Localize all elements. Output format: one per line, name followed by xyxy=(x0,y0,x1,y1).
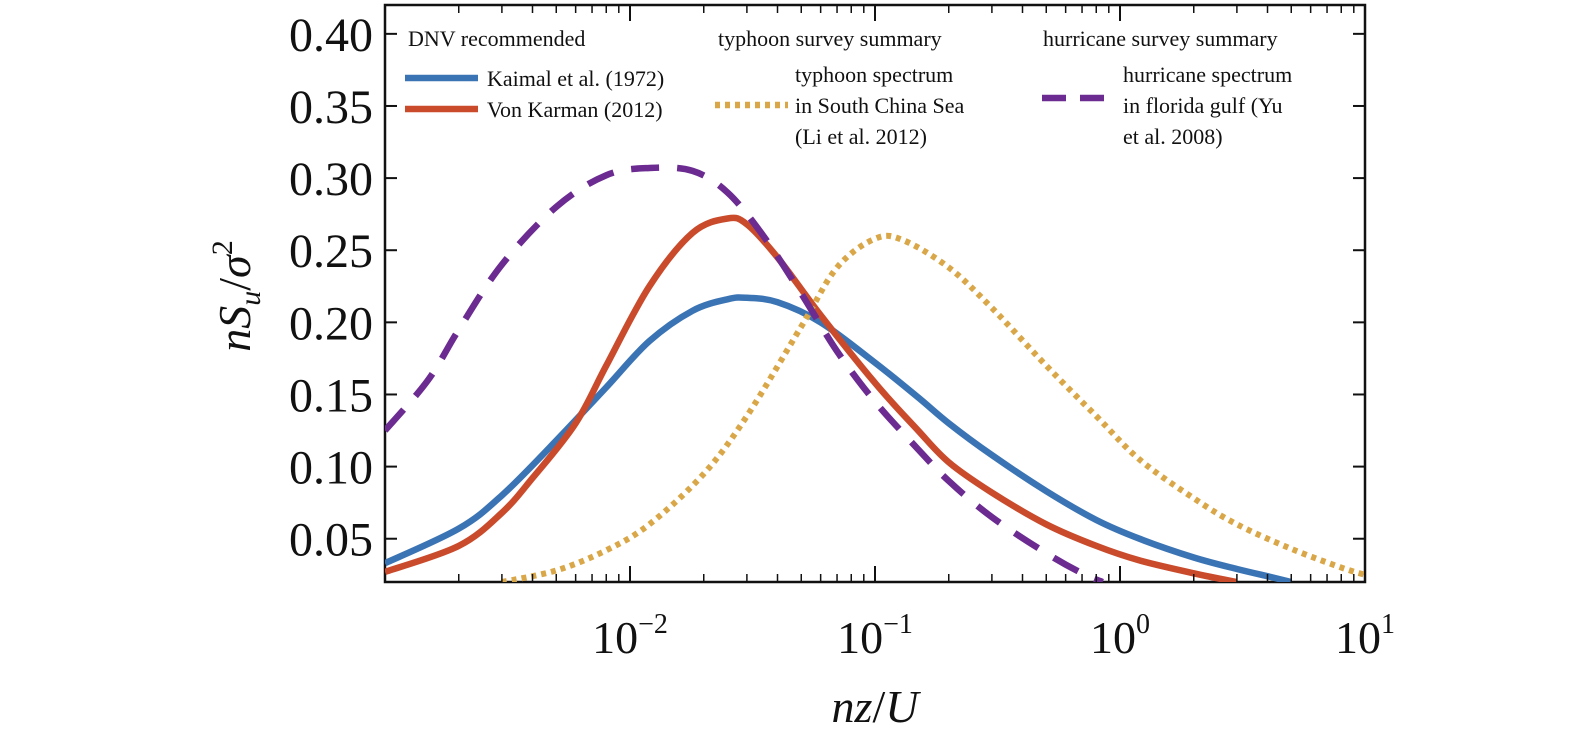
y-axis-title-sigma: σ xyxy=(209,253,260,278)
x-tick-label: 100 xyxy=(1090,609,1150,663)
series-line-typhoon-spectrum-in-south-china-sea-li-et-al-2012 xyxy=(501,232,1365,582)
y-axis-title-slash: / xyxy=(209,278,260,291)
y-axis-title-s: S xyxy=(209,306,260,329)
legend-label: hurricane spectrum xyxy=(1123,62,1292,87)
legend-group-title: hurricane survey summary xyxy=(1043,26,1278,51)
x-tick-label: 101 xyxy=(1335,609,1395,663)
x-axis-title-slash: / xyxy=(872,681,885,732)
x-axis-title: nz/U xyxy=(832,681,922,732)
y-axis-title-superscript: 2 xyxy=(206,240,239,255)
y-axis-title-subscript: u xyxy=(234,291,267,306)
y-tick-label: 0.15 xyxy=(289,369,373,422)
x-minor-ticks xyxy=(458,5,1355,582)
series-layer xyxy=(385,164,1365,582)
legend-group-title: DNV recommended xyxy=(408,26,585,51)
plot-area: 0.050.100.150.200.250.300.350.40 10−2 10−… xyxy=(289,3,1395,663)
legend: DNV recommended typhoon survey summary hur… xyxy=(405,26,1292,149)
y-axis-title-n: n xyxy=(209,329,260,352)
legend-group-title: typhoon survey summary xyxy=(718,26,942,51)
y-axis-title: nSu/σ2 xyxy=(206,240,267,351)
y-tick-label: 0.25 xyxy=(289,225,373,278)
x-axis-title-denominator: U xyxy=(885,681,921,732)
legend-label: in South China Sea xyxy=(795,93,965,118)
legend-label: in florida gulf (Yu xyxy=(1123,93,1282,118)
y-tick-label: 0.20 xyxy=(289,297,373,350)
y-tick-label: 0.10 xyxy=(289,442,373,495)
x-tick-label: 10−1 xyxy=(837,609,913,663)
legend-label: typhoon spectrum xyxy=(795,62,953,87)
y-tick-label: 0.40 xyxy=(289,9,373,62)
y-tick-label: 0.30 xyxy=(289,153,373,206)
series-line-hurricane-spectrum-in-florida-gulf-yu-et-al-2008 xyxy=(385,164,1104,582)
legend-label: (Li et al. 2012) xyxy=(795,124,927,149)
y-tick-label: 0.05 xyxy=(289,514,373,567)
y-tick-label: 0.35 xyxy=(289,81,373,134)
legend-label: et al. 2008) xyxy=(1123,124,1223,149)
legend-label: Von Karman (2012) xyxy=(487,97,663,122)
legend-label: Kaimal et al. (1972) xyxy=(487,66,664,91)
x-axis-ticks: 10−2 10−1 100 101 xyxy=(592,5,1395,663)
plot-frame xyxy=(383,3,1367,584)
x-tick-label: 10−2 xyxy=(592,609,668,663)
x-axis-title-numerator: nz xyxy=(832,681,873,732)
y-axis-ticks: 0.05 0.10 0.15 0.20 0.25 0.30 0.35 0.40 xyxy=(289,9,1365,567)
